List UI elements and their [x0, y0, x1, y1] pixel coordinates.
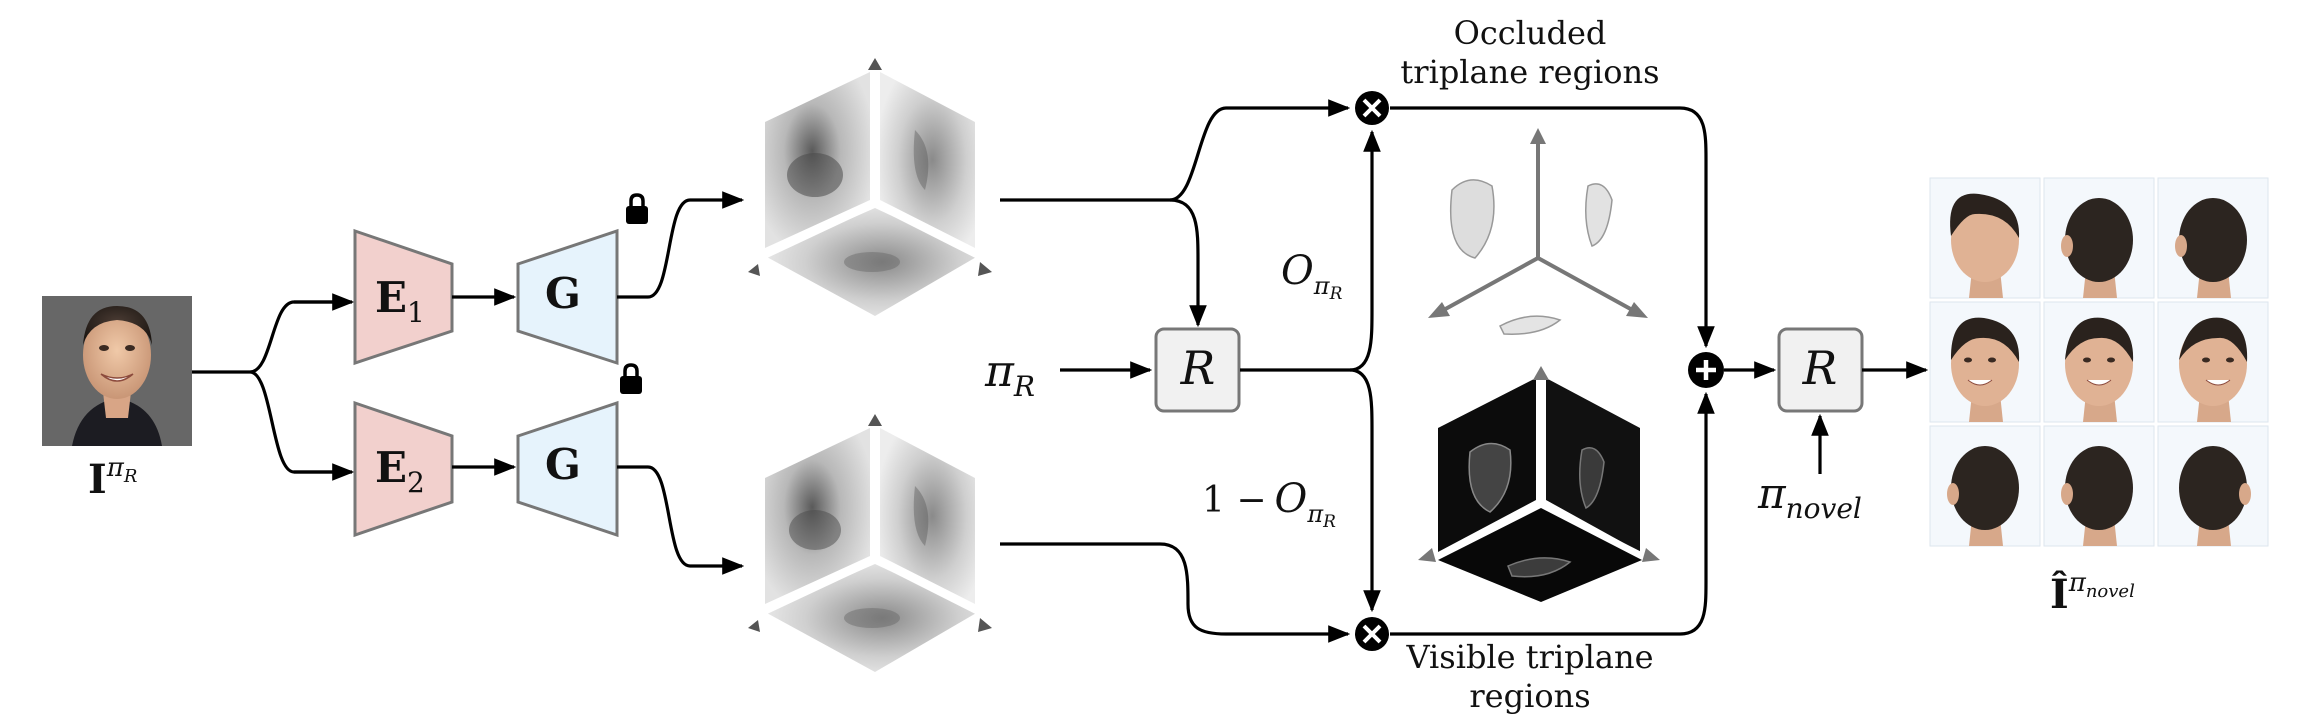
add-operator	[1688, 352, 1724, 388]
output-view-cell	[2043, 177, 2155, 299]
output-view-cell	[2043, 301, 2155, 423]
encoder-e1: E1	[353, 228, 454, 366]
lock-icon	[626, 193, 648, 224]
novel-pose-label: πnovel	[1757, 469, 1862, 525]
arrow-g2-to-triplane	[617, 465, 745, 575]
multiply-operator-bottom	[1355, 617, 1389, 651]
triplane-cube-top	[748, 58, 992, 316]
arrow-occluded-to-add	[1390, 106, 1715, 349]
visible-label-line2: regions	[1469, 677, 1590, 715]
output-view-cell	[2157, 177, 2269, 299]
visible-label-line1: Visible triplane	[1406, 638, 1654, 676]
output-view-cell	[2043, 425, 2155, 547]
occluded-label-line1: Occluded	[1454, 14, 1607, 52]
occluded-label-line2: triplane regions	[1400, 53, 1659, 91]
arrow-triplane1-to-renderer	[1169, 198, 1207, 328]
svg-text:E2: E2	[375, 443, 425, 499]
output-view-cell	[2157, 425, 2269, 547]
arrow-g1-to-triplane	[617, 191, 745, 299]
output-view-cell	[1929, 425, 2041, 547]
occluded-triplane-axes	[1428, 128, 1648, 335]
renderer-box: R	[1154, 327, 1241, 413]
svg-text:E1: E1	[375, 273, 425, 329]
arrow-renderer-to-visible-mult	[1349, 368, 1381, 613]
encoder-e2: E2	[353, 400, 454, 538]
lock-icon	[620, 363, 642, 394]
output-view-cell	[2157, 301, 2269, 423]
visible-triplane-cube	[1418, 366, 1660, 602]
input-face-image	[42, 296, 192, 446]
camera-pose-label: πR	[984, 346, 1035, 403]
arrow-triplane2-to-visible-mult	[1000, 542, 1351, 643]
inverse-occlusion-mask-label: 1 − OπR	[1202, 476, 1336, 532]
output-view-cell	[1929, 301, 2041, 423]
svg-text:R: R	[1180, 341, 1216, 395]
renderer-box-novel: R	[1777, 327, 1864, 413]
svg-text:G: G	[545, 440, 581, 489]
occlusion-mask-label: OπR	[1281, 248, 1343, 304]
svg-text:R: R	[1802, 341, 1838, 395]
multiply-operator-top	[1355, 91, 1389, 125]
output-view-grid	[1929, 177, 2269, 547]
input-label: IπR	[88, 453, 137, 503]
generator-g2: G	[516, 400, 619, 538]
svg-text:G: G	[545, 269, 581, 318]
arrow-visible-to-add	[1390, 391, 1715, 636]
arrow-triplane1-to-occluded-mult	[1000, 99, 1351, 202]
triplane-cube-bottom	[748, 414, 992, 672]
input-split-arrow	[192, 300, 350, 472]
output-view-cell	[1929, 177, 2041, 299]
output-label: Îπnovel	[2050, 568, 2135, 618]
generator-g1: G	[516, 228, 619, 366]
